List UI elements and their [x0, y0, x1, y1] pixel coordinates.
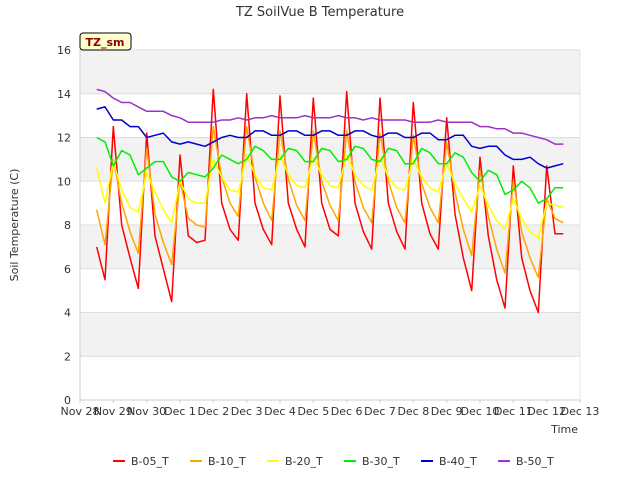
series-line-b-20-t: [95, 154, 564, 239]
x-tick-label: Dec 8: [397, 405, 429, 418]
x-axis-label: Time: [550, 423, 578, 436]
x-tick-label: Dec 3: [231, 405, 263, 418]
chart-title: TZ SoilVue B Temperature: [235, 5, 404, 20]
legend-label: B-40_T: [439, 455, 477, 468]
series-line-b-50-t: [96, 88, 564, 145]
y-axis-label: Soil Temperature (C): [8, 169, 21, 282]
legend-label: B-20_T: [285, 455, 323, 468]
background-band: [80, 312, 580, 357]
y-tick-label: 0: [64, 394, 71, 407]
y-tick-label: 14: [57, 88, 71, 101]
legend: B-05_T B-10_T B-20_T B-30_T B-40_T B-50_T: [113, 455, 554, 468]
series-lines: [95, 88, 564, 314]
x-tick-label: Dec 1: [164, 405, 196, 418]
x-tick-label: Dec 9: [431, 405, 463, 418]
background-band: [80, 137, 580, 182]
legend-label: B-50_T: [516, 455, 554, 468]
legend-label: B-30_T: [362, 455, 400, 468]
x-tick-label: Dec 11: [494, 405, 533, 418]
legend-label: B-10_T: [208, 455, 246, 468]
x-tick-label: Dec 13: [561, 405, 600, 418]
y-tick-label: 8: [64, 219, 71, 232]
x-tick-label: Dec 7: [364, 405, 396, 418]
x-tick-label: Dec 6: [331, 405, 363, 418]
x-tick-label: Dec 12: [527, 405, 566, 418]
series-line-b-40-t: [96, 106, 564, 169]
series-line-b-05-t: [95, 88, 564, 314]
y-tick-label: 10: [57, 175, 71, 188]
y-tick-label: 6: [64, 263, 71, 276]
legend-label: B-05_T: [131, 455, 169, 468]
x-tick-label: Dec 5: [297, 405, 329, 418]
x-tick-label: Nov 28: [61, 405, 100, 418]
series-line-b-30-t: [96, 136, 564, 204]
series-line-b-10-t: [95, 125, 564, 279]
y-tick-label: 4: [64, 307, 71, 320]
y-tick-label: 12: [57, 132, 71, 145]
annotation-label: TZ_sm: [86, 36, 125, 49]
x-tick-label: Dec 4: [264, 405, 296, 418]
background-band: [80, 50, 580, 94]
annotation-box: TZ_sm: [79, 32, 132, 51]
x-tick-label: Dec 2: [197, 405, 229, 418]
y-tick-label: 16: [57, 44, 71, 57]
y-tick-label: 2: [64, 350, 71, 363]
x-tick-label: Nov 30: [127, 405, 166, 418]
axes: [79, 50, 581, 401]
x-tick-label: Dec 10: [461, 405, 500, 418]
y-tick-labels: 0 2 4 6 8 10 12 14 16: [57, 44, 71, 407]
x-tick-label: Nov 29: [94, 405, 133, 418]
